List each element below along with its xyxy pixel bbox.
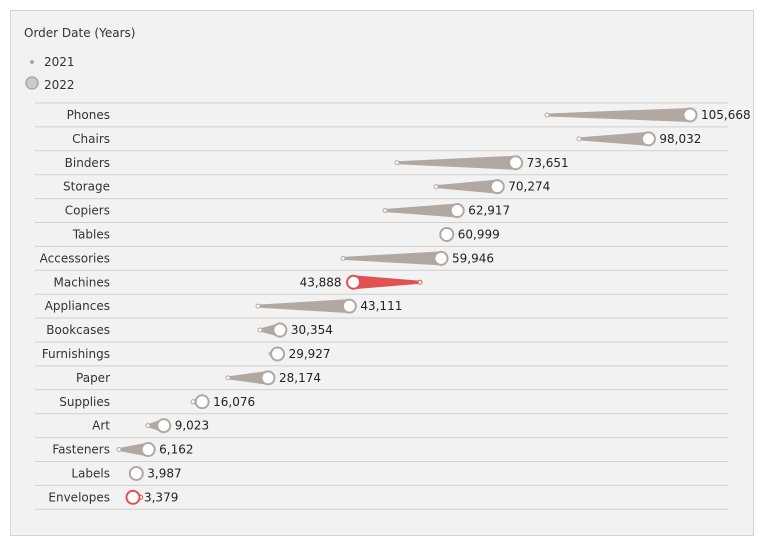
category-label: Phones (67, 108, 110, 122)
point-2021 (116, 447, 122, 453)
legend-label: 2022 (44, 77, 75, 92)
point-2022[interactable] (125, 489, 141, 505)
comet-tail (385, 203, 458, 218)
category-label: Accessories (40, 251, 110, 265)
point-2021 (382, 208, 388, 214)
point-2022[interactable] (140, 442, 156, 458)
point-2021 (576, 136, 582, 142)
comet-tail (258, 299, 350, 314)
legend-title: Order Date (Years) (24, 26, 136, 40)
category-label: Paper (76, 371, 110, 385)
value-label: 28,174 (279, 371, 321, 385)
small-dot-icon (24, 55, 40, 69)
point-2021 (190, 399, 196, 405)
category-label: Furnishings (42, 347, 110, 361)
category-label: Labels (71, 466, 110, 480)
value-label: 30,354 (291, 323, 333, 337)
category-label: Art (92, 419, 110, 433)
value-label: 43,888 (300, 275, 342, 289)
value-label: 105,668 (701, 108, 751, 122)
point-2022[interactable] (341, 298, 357, 314)
value-label: 16,076 (213, 395, 255, 409)
point-2021 (145, 423, 151, 429)
comet-tail (579, 131, 649, 146)
value-label: 6,162 (159, 443, 193, 457)
value-label: 43,111 (360, 299, 402, 313)
value-label: 73,651 (527, 156, 569, 170)
point-2022[interactable] (489, 179, 505, 195)
value-label: 9,023 (175, 419, 209, 433)
point-2022[interactable] (433, 250, 449, 266)
category-label: Supplies (59, 395, 110, 409)
point-2022[interactable] (439, 226, 455, 242)
point-2022[interactable] (640, 131, 656, 147)
category-label: Envelopes (48, 490, 110, 504)
category-label: Fasteners (52, 443, 110, 457)
point-2022[interactable] (194, 394, 210, 410)
point-2022[interactable] (346, 274, 362, 290)
value-label: 29,927 (289, 347, 331, 361)
value-label: 60,999 (458, 227, 500, 241)
value-label: 62,917 (468, 204, 510, 218)
point-2022[interactable] (508, 155, 524, 171)
point-2021 (544, 112, 550, 118)
point-2021 (257, 327, 263, 333)
category-label: Machines (54, 275, 110, 289)
category-label: Copiers (65, 204, 110, 218)
legend-item-2022[interactable]: 2022 (24, 75, 75, 94)
point-2022[interactable] (128, 465, 144, 481)
category-label: Storage (63, 180, 110, 194)
category-label: Appliances (45, 299, 110, 313)
value-label: 98,032 (659, 132, 701, 146)
point-2022[interactable] (682, 107, 698, 123)
point-2022[interactable] (270, 346, 286, 362)
comet-tail (343, 251, 442, 266)
point-2021 (433, 184, 439, 190)
value-label: 3,379 (144, 490, 178, 504)
value-label: 3,987 (147, 466, 181, 480)
comet-tail (547, 107, 690, 122)
point-2021 (255, 303, 261, 309)
point-2022[interactable] (156, 418, 172, 434)
large-circle-icon (24, 75, 40, 94)
point-2021 (417, 279, 423, 285)
point-2022[interactable] (449, 203, 465, 219)
comet-tail (436, 179, 498, 194)
legend-item-2021[interactable]: 2021 (24, 55, 75, 69)
comet-tail (353, 275, 421, 290)
value-label: 59,946 (452, 251, 494, 265)
point-2021 (340, 255, 346, 261)
point-2022[interactable] (272, 322, 288, 338)
point-2022[interactable] (260, 370, 276, 386)
category-label: Tables (72, 227, 110, 241)
comet-tail (118, 442, 149, 457)
comet-tail (228, 370, 269, 385)
category-label: Binders (65, 156, 110, 170)
point-2021 (394, 160, 400, 166)
category-label: Chairs (72, 132, 110, 146)
category-label: Bookcases (46, 323, 110, 337)
comet-tail (396, 155, 516, 170)
legend-label: 2021 (44, 55, 75, 69)
point-2021 (225, 375, 231, 381)
value-label: 70,274 (508, 180, 550, 194)
